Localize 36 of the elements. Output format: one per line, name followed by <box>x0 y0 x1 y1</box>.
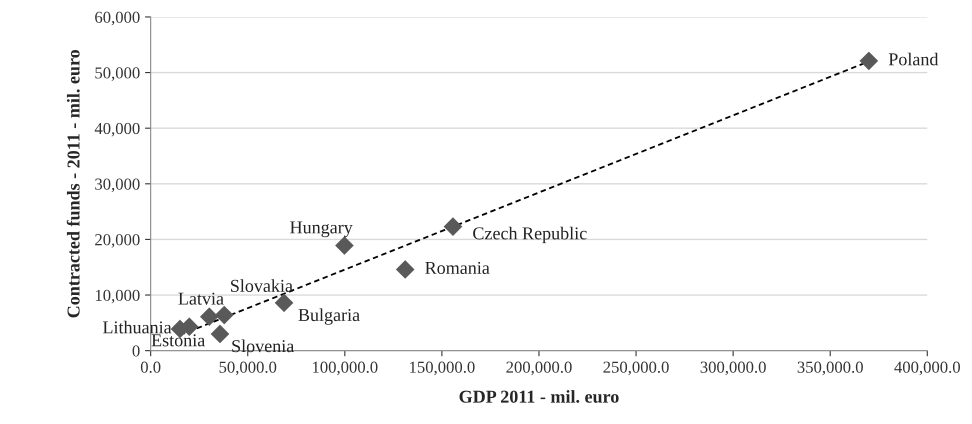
x-tick-label: 50,000.0 <box>220 362 276 376</box>
point <box>444 217 462 236</box>
point <box>335 236 354 255</box>
x-axis-title: GDP 2011 - mil. euro <box>460 390 619 403</box>
x-tick-label: 250,000.0 <box>603 362 669 376</box>
annotation: Hungary <box>290 221 353 238</box>
y-tick-label: 0 <box>132 345 140 357</box>
y-tick-label: 60,000 <box>95 12 140 26</box>
y-tick-label: 40,000 <box>94 122 140 137</box>
x-tick-label: 300,000.0 <box>700 362 766 376</box>
annotation: Czech Republic <box>473 226 587 244</box>
y-axis-title: Contracted funds - 2011 - mil. euro <box>66 50 80 318</box>
point <box>396 260 415 279</box>
annotation: Slovenia <box>232 340 294 352</box>
x-tick-label: 150,000.0 <box>410 362 475 376</box>
annotation: Latvia <box>178 292 224 305</box>
annotation: Bulgaria <box>298 308 360 325</box>
annotation: Estonia <box>152 334 206 346</box>
point <box>860 52 878 70</box>
annotation: Romania <box>425 262 490 274</box>
x-tick-label: 400,000.0 <box>894 362 960 376</box>
x-tick-label: 350,000.0 <box>798 362 863 376</box>
point <box>200 307 219 326</box>
annotation: Lithuania <box>102 320 172 334</box>
y-tick-label: 30,000 <box>95 178 140 192</box>
annotation: Slovakia <box>231 279 293 292</box>
point <box>214 306 234 324</box>
y-tick-label: 20,000 <box>95 234 140 248</box>
x-tick-label: 100,000.0 <box>312 362 378 376</box>
point <box>210 324 230 344</box>
x-tick-label: 0.0 <box>140 362 160 373</box>
x-tick-label: 200,000.0 <box>506 362 572 376</box>
point <box>274 294 294 312</box>
annotation: Poland <box>888 52 938 66</box>
y-tick-label: 50,000 <box>95 67 140 81</box>
y-tick-label: 10,000 <box>96 290 140 304</box>
